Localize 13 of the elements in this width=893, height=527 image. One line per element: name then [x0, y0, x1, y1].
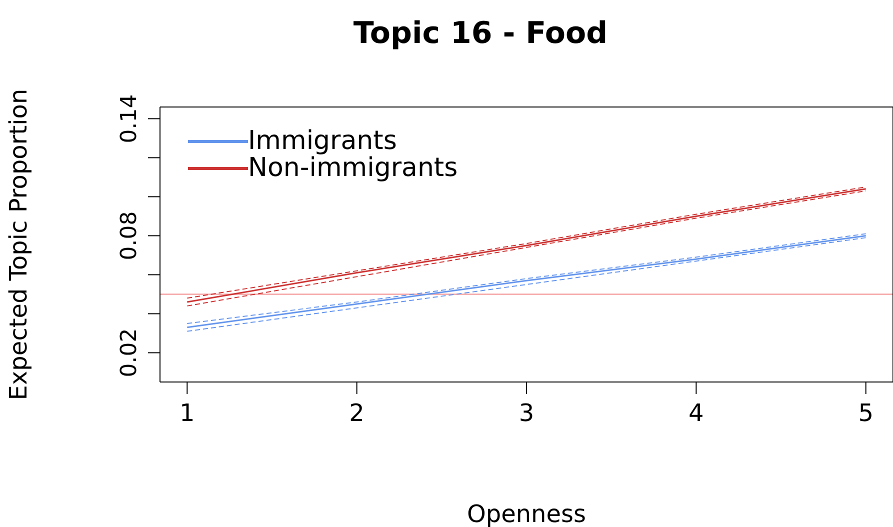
- y-tick-label: 0.08: [117, 211, 142, 260]
- x-tick-label: 1: [180, 399, 195, 428]
- legend-label: Non-immigrants: [248, 153, 458, 183]
- y-tick-label: 0.02: [117, 328, 142, 378]
- x-axis-title: Openness: [466, 500, 586, 527]
- x-tick-label: 2: [349, 399, 364, 428]
- y-tick-label: 0.14: [117, 94, 142, 144]
- chart-title: Topic 16 - Food: [352, 16, 609, 51]
- y-axis-title: Expected Topic Proportion: [4, 88, 33, 400]
- legend-label: Immigrants: [248, 126, 397, 156]
- x-tick-label: 4: [688, 399, 704, 428]
- x-tick-label: 3: [518, 399, 534, 428]
- x-tick-label: 5: [858, 399, 874, 428]
